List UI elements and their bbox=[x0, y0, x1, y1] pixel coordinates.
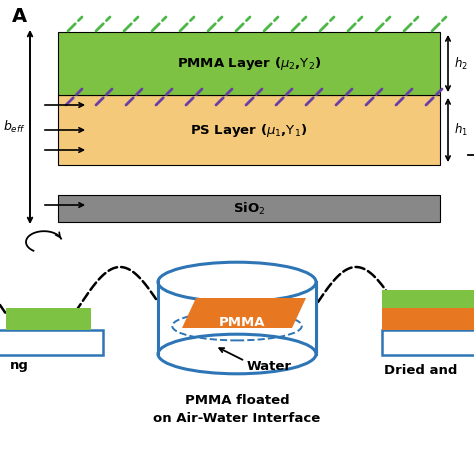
Bar bbox=[0, 330, 103, 355]
Text: A: A bbox=[12, 7, 27, 26]
Text: PMMA Layer ($\mu_2$,$\Upsilon_2$): PMMA Layer ($\mu_2$,$\Upsilon_2$) bbox=[177, 55, 321, 72]
Bar bbox=[382, 308, 474, 330]
Bar bbox=[6, 308, 91, 330]
Text: $h_2$: $h_2$ bbox=[454, 55, 468, 72]
Text: $b_{eff}$: $b_{eff}$ bbox=[3, 119, 26, 135]
Text: PS Layer ($\mu_1$,$\Upsilon_1$): PS Layer ($\mu_1$,$\Upsilon_1$) bbox=[191, 121, 308, 138]
Bar bbox=[382, 330, 474, 355]
Ellipse shape bbox=[158, 262, 316, 302]
Bar bbox=[158, 282, 316, 354]
Text: ng: ng bbox=[10, 358, 29, 372]
Bar bbox=[58, 195, 440, 222]
Polygon shape bbox=[182, 298, 306, 328]
Text: PMMA: PMMA bbox=[219, 317, 265, 329]
Bar bbox=[382, 290, 474, 308]
Text: on Air-Water Interface: on Air-Water Interface bbox=[154, 411, 320, 425]
Ellipse shape bbox=[158, 334, 316, 374]
Text: $h_1$: $h_1$ bbox=[454, 122, 468, 138]
Bar bbox=[58, 95, 440, 165]
Text: Dried and: Dried and bbox=[384, 364, 457, 376]
Text: Water: Water bbox=[247, 359, 292, 373]
Text: SiO$_2$: SiO$_2$ bbox=[233, 201, 265, 217]
Text: PMMA floated: PMMA floated bbox=[185, 393, 289, 407]
Bar bbox=[58, 32, 440, 95]
